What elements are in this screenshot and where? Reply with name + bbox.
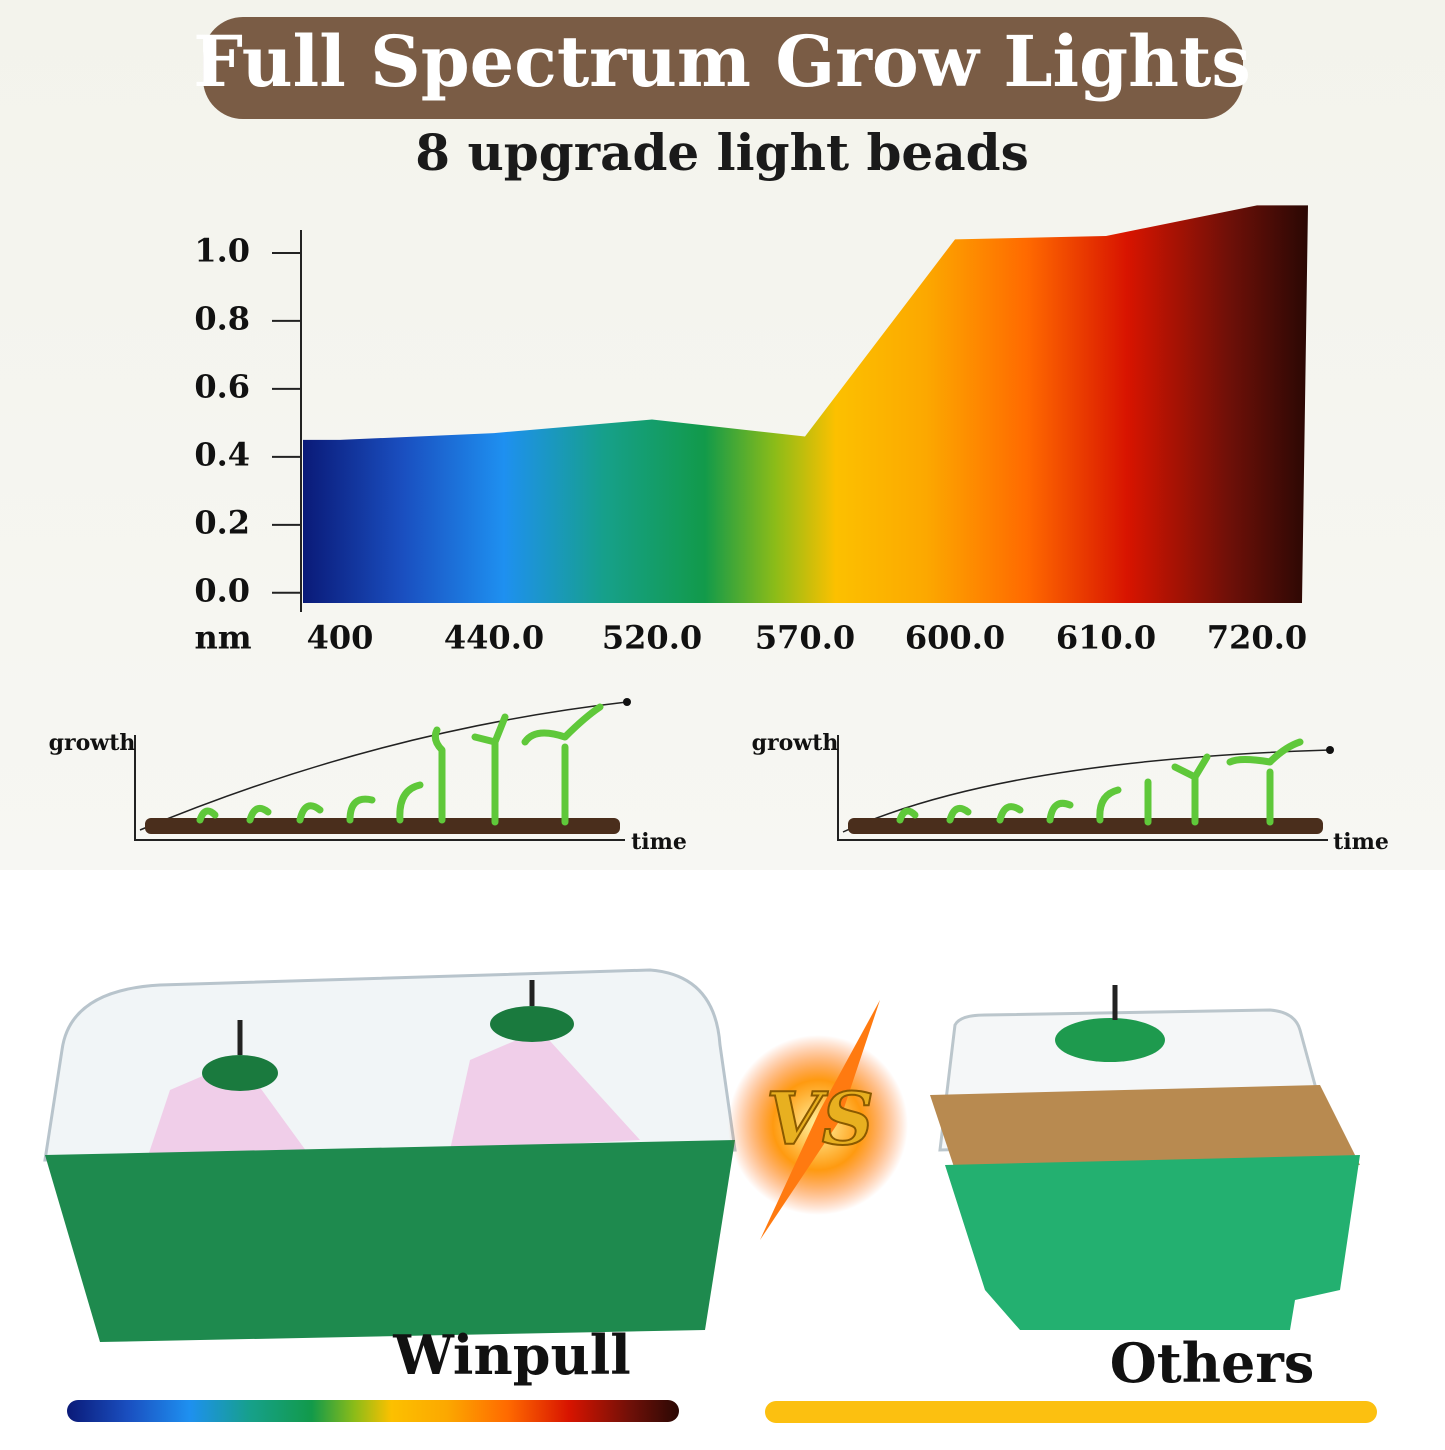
- x-tick-label: 520.0: [602, 619, 702, 657]
- left-label: Winpull: [392, 1323, 631, 1387]
- y-tick-label: 1.0: [194, 231, 250, 269]
- curve-end: [1326, 746, 1334, 754]
- others-tray: [930, 985, 1360, 1330]
- y-tick-label: 0.2: [194, 503, 250, 541]
- cable: [237, 980, 535, 1055]
- soil: [145, 818, 620, 834]
- curve-end: [623, 698, 631, 706]
- lamp: [1055, 1018, 1165, 1062]
- tray-base: [45, 1140, 735, 1342]
- title-pill: [203, 17, 1243, 119]
- light-beam: [140, 1030, 640, 1180]
- axes: [837, 735, 1328, 841]
- y-label: growth: [49, 730, 136, 756]
- x-label: time: [631, 829, 687, 855]
- axes: [134, 735, 625, 841]
- sprouts: [896, 738, 1304, 826]
- sprouts: [196, 703, 604, 826]
- lamp: [202, 1055, 278, 1091]
- y-tick-label: 0.0: [194, 571, 250, 609]
- growth-curve: [842, 749, 1331, 833]
- tray-base: [945, 1155, 1360, 1330]
- x-tick-label: 720.0: [1207, 619, 1307, 657]
- title: Full Spectrum Grow Lights: [193, 20, 1251, 103]
- vs-badge: VS: [766, 1076, 874, 1161]
- soil: [848, 818, 1323, 834]
- x-tick-label: 610.0: [1056, 619, 1156, 657]
- spectrum-area: [303, 205, 1308, 603]
- x-tick-label: 570.0: [755, 619, 855, 657]
- x-tick-label: 600.0: [905, 619, 1005, 657]
- x-tick-label: 400: [307, 619, 374, 657]
- growth-curve: [139, 701, 628, 831]
- x-axis-label: nm: [194, 619, 251, 657]
- y-label: growth: [752, 730, 839, 756]
- subtitle: 8 upgrade light beads: [415, 123, 1028, 182]
- y-tick-label: 0.4: [194, 435, 250, 473]
- growth-chart: growth time: [49, 698, 687, 855]
- x-label: time: [1333, 829, 1389, 855]
- growth-chart: growth time: [752, 730, 1389, 855]
- right-solid-bar: [765, 1401, 1377, 1423]
- winpull-tray: [43, 968, 737, 1342]
- y-tick-label: 0.6: [194, 367, 250, 405]
- left-spectrum-bar: [67, 1400, 679, 1422]
- x-tick-label: 440.0: [444, 619, 544, 657]
- y-tick-label: 0.8: [194, 299, 250, 337]
- lightning: [760, 1000, 880, 1240]
- right-label: Others: [1110, 1331, 1314, 1395]
- lamp: [490, 1006, 574, 1042]
